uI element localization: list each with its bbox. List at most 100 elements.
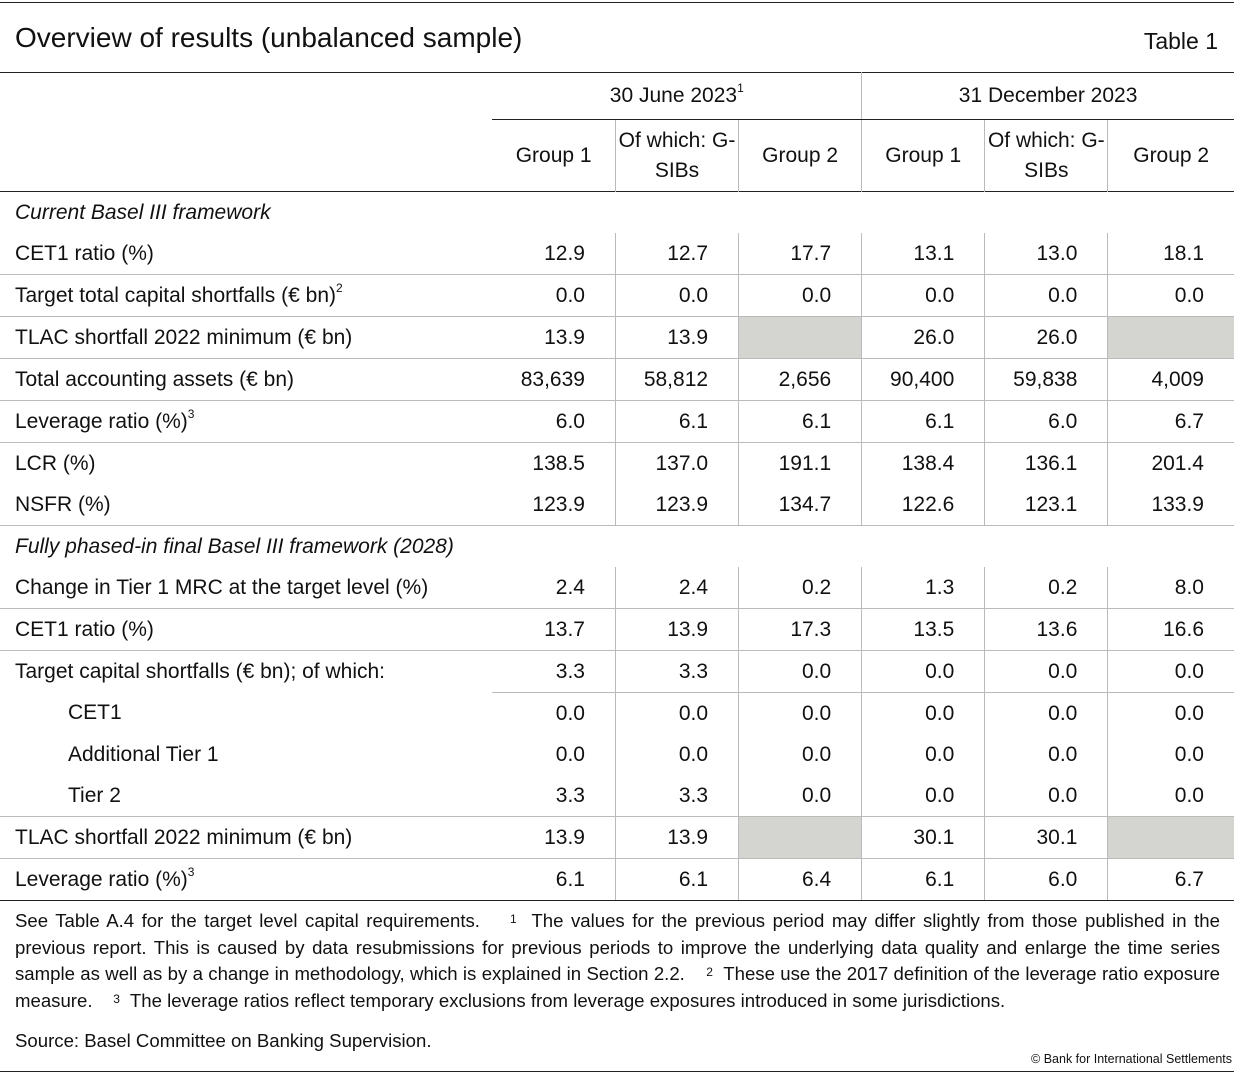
table-header: 30 June 20231 31 December 2023 Group 1 Of… [0,72,1234,192]
section-heading: Fully phased-in final Basel III framewor… [0,526,1234,568]
row-label-text: LCR (%) [15,451,96,475]
section-heading: Current Basel III framework [0,192,1234,234]
row-label: Leverage ratio (%)3 [0,400,493,443]
value-cell: 0.0 [614,274,739,317]
value-cell: 0.0 [1107,274,1234,317]
row-label-text: Leverage ratio (%) [15,867,188,891]
value-cell: 0.2 [738,567,862,609]
row-label: Leverage ratio (%)3 [0,858,493,901]
value-cell: 13.9 [492,316,616,359]
value-cell: 0.0 [1107,775,1234,817]
value-cell: 3.3 [614,650,739,693]
header-blank [0,120,492,192]
period-label: 30 June 2023 [609,84,738,107]
value-cell: 6.0 [492,400,616,443]
value-cell: 4,009 [1107,358,1234,401]
value-cell: 6.1 [614,858,739,901]
value-cell: 6.0 [984,858,1108,901]
table-row: TLAC shortfall 2022 minimum (€ bn) 13.9 13… [0,816,1234,859]
value-cell: 1.3 [861,567,985,609]
table-row: LCR (%) 138.5 137.0 191.1 138.4 136.1 201.4 [0,442,1234,485]
row-label: TLAC shortfall 2022 minimum (€ bn) [0,316,493,359]
row-label-text: Target total capital shortfalls (€ bn) [15,283,336,307]
value-cell: 137.0 [614,442,739,484]
section-row: Fully phased-in final Basel III framewor… [0,526,1234,568]
value-cell: 17.7 [738,233,862,275]
value-cell: 13.0 [984,233,1108,275]
value-cell: 191.1 [738,442,862,484]
row-label: LCR (%) [0,443,492,485]
value-cell: 138.5 [532,451,585,475]
footnote-ref: 3 [187,406,195,421]
value-cell: 0.0 [984,692,1108,734]
row-label-text: Change in Tier 1 MRC at the target level… [15,575,429,599]
row-label-text: Current Basel III framework [15,200,271,224]
value-cell: 26.0 [861,316,985,359]
copyright: © Bank for International Settlements [1031,1052,1232,1066]
value-cell: 3.3 [492,650,616,693]
value-cell: 2.4 [614,567,739,609]
value-cell: 0.0 [1107,650,1234,693]
value-cell: 3.3 [492,775,616,817]
value-cell: 83,639 [492,358,616,401]
value-cell: 12.7 [614,233,739,275]
value-cell: 0.0 [984,274,1108,317]
value-cell: 6.1 [492,858,616,901]
row-label: Tier 2 [0,775,493,817]
table-row: Total accounting assets (€ bn) 83,639 58,8… [0,358,1234,401]
column-header: Group 1 [515,143,592,167]
value-cell: 0.0 [614,692,739,734]
value-cell: 13.6 [984,608,1108,651]
value-cell: 0.0 [861,692,985,734]
value-cell: 0.0 [1107,692,1234,734]
empty-cell [1107,316,1234,359]
value-cell: 13.9 [614,316,739,359]
footnotes: See Table A.4 for the target level capit… [15,908,1220,1014]
value-cell: 8.0 [1107,567,1234,609]
value-cell: 6.7 [1107,400,1234,443]
results-table: 30 June 20231 31 December 2023 Group 1 Of… [0,72,1234,901]
value-cell: 6.1 [861,858,985,901]
value-cell: 0.0 [984,775,1108,817]
value-cell: 0.0 [738,734,862,775]
note-1-mark: 1 [510,912,517,926]
value-cell: 12.9 [492,233,616,275]
header-blank [0,73,492,120]
table-row: Change in Tier 1 MRC at the target level… [0,567,1234,609]
value-cell: 0.0 [738,650,862,693]
table-row: CET1 ratio (%) 13.7 13.9 17.3 13.5 13.6 16.6 [0,608,1234,651]
value-cell: 0.0 [861,650,985,693]
period-june-2023: 30 June 20231 [492,72,862,120]
value-cell: 133.9 [1107,484,1234,526]
row-label-text: CET1 [68,701,122,725]
value-cell: 13.9 [492,816,616,859]
value-cell: 0.0 [861,775,985,817]
value-cell: 6.7 [1107,858,1234,901]
row-label-text: CET1 ratio (%) [15,617,154,641]
footnote-ref: 3 [187,864,195,879]
note-2-mark: 2 [706,965,713,979]
value-cell: 3.3 [614,775,739,817]
note-2: These use the 2017 definition of the lev… [15,963,1220,1011]
value-cell: 0.0 [738,274,862,317]
section-row: Current Basel III framework [0,192,1234,234]
column-header: Of which: G-SIBs [984,119,1108,192]
value-cell: 123.9 [492,484,616,526]
value-cell: 0.2 [984,567,1108,609]
value-cell: 2.4 [492,567,616,609]
empty-cell [1107,816,1234,859]
value-cell: 0.0 [861,734,985,775]
footnote-ref-1: 1 [737,81,744,95]
column-header: Group 1 [861,119,985,192]
source-note: Source: Basel Committee on Banking Super… [15,1030,432,1051]
table-row: Tier 2 3.3 3.3 0.0 0.0 0.0 0.0 [0,775,1234,817]
value-cell: 123.1 [984,484,1108,526]
value-cell: 30.1 [861,816,985,859]
row-label: CET1 ratio (%) [0,233,493,275]
value-cell: 136.1 [984,442,1108,484]
value-cell: 0.0 [984,734,1108,775]
value-cell: 123.9 [614,484,739,526]
table-row: Leverage ratio (%)3 6.0 6.1 6.1 6.1 6.0 6.7 [0,400,1234,443]
row-label-text: NSFR (%) [15,492,111,516]
